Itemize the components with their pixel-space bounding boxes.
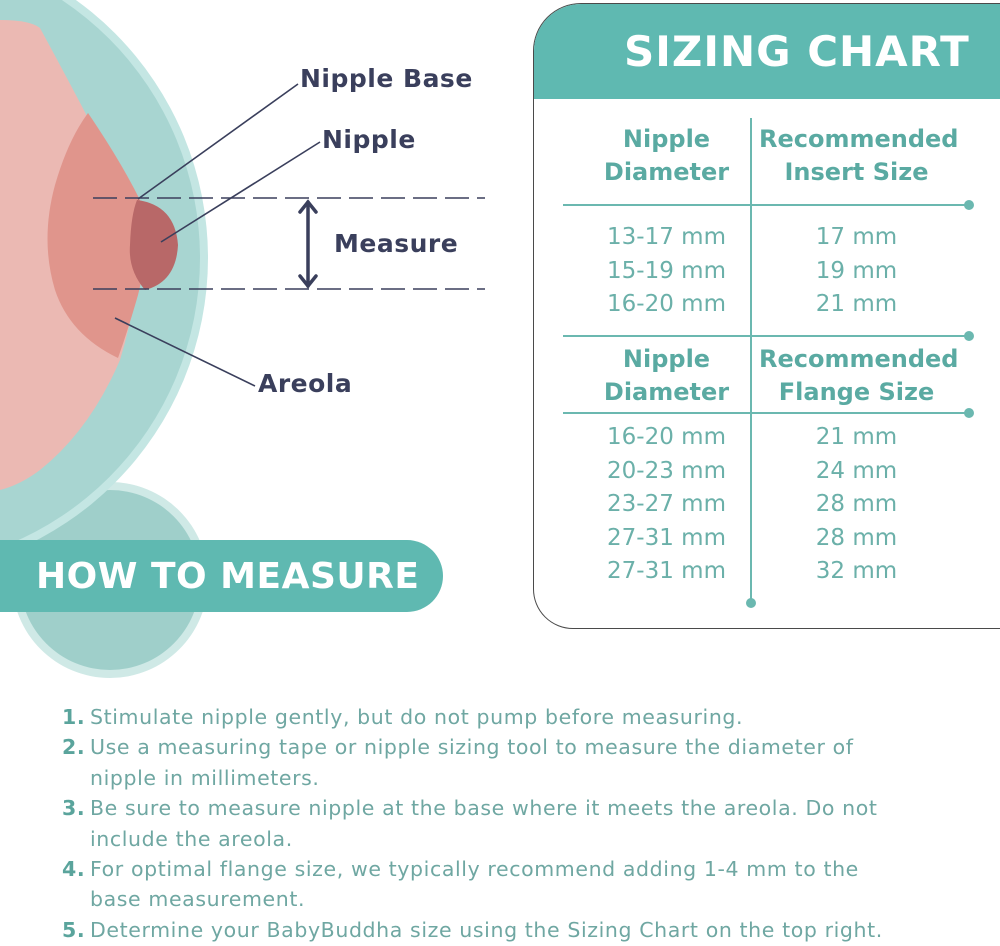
- instruction-step: 5. Determine your BabyBuddha size using t…: [62, 915, 962, 945]
- insert-header-recommended-insert: Recommended Insert Size: [759, 123, 959, 189]
- step-text: base measurement.: [90, 887, 306, 912]
- nipple-leader-line: [160, 141, 321, 243]
- header-line: Diameter: [603, 158, 730, 186]
- header-line: Flange Size: [778, 378, 935, 406]
- table-cell: 15-19 mm: [607, 257, 726, 284]
- instruction-step: 3. Be sure to measure nipple at the base …: [62, 793, 962, 854]
- column-divider: [746, 118, 756, 608]
- row-divider: [563, 331, 974, 341]
- areola-shape: [47, 113, 145, 358]
- table-cell: 28 mm: [815, 491, 898, 517]
- insert-header-nipple-diameter: Nipple Diameter: [554, 123, 779, 189]
- header-line: Recommended: [759, 125, 959, 153]
- step-text: Be sure to measure nipple at the base wh…: [90, 796, 878, 821]
- how-to-measure-banner: HOW TO MEASURE: [0, 540, 443, 612]
- step-number: 1.: [62, 705, 86, 729]
- label-nipple: Nipple: [322, 125, 416, 154]
- nipple-shape: [129, 200, 178, 290]
- step-text: include the areola.: [90, 826, 293, 851]
- step-text: For optimal flange size, we typically re…: [90, 857, 859, 882]
- step-number: 4.: [62, 857, 86, 882]
- nipple-diagram: [0, 0, 485, 678]
- label-areola: Areola: [258, 369, 353, 398]
- areola-leader-line: [114, 317, 256, 387]
- table-cell: 17 mm: [815, 224, 898, 250]
- step-text: Use a measuring tape or nipple sizing to…: [90, 735, 854, 760]
- step-text: Determine your BabyBuddha size using the…: [90, 917, 883, 942]
- table-cell: 32 mm: [815, 558, 898, 584]
- sizing-chart-header: SIZING CHART: [534, 4, 1000, 99]
- header-line: Nipple: [622, 125, 711, 153]
- flange-size-column: 21 mm 24 mm 28 mm 28 mm 32 mm: [759, 421, 954, 589]
- label-measure: Measure: [334, 229, 459, 258]
- flange-header-nipple-diameter: Nipple Diameter: [554, 343, 779, 409]
- step-text: nipple in millimeters.: [90, 765, 320, 790]
- step-number: 3.: [62, 796, 86, 821]
- insert-diameter-column: 13-17 mm 15-19 mm 16-20 mm: [554, 221, 779, 322]
- row-divider: [563, 200, 974, 210]
- table-cell: 21 mm: [815, 291, 898, 317]
- table-cell: 23-27 mm: [607, 491, 726, 517]
- step-number: 5.: [62, 917, 86, 942]
- label-nipple-base: Nipple Base: [300, 64, 473, 93]
- banner-title: HOW TO MEASURE: [36, 555, 420, 597]
- header-line: Recommended: [759, 345, 959, 373]
- flange-header-recommended-flange: Recommended Flange Size: [759, 343, 959, 409]
- step-number: 2.: [62, 735, 86, 760]
- instruction-step: 2. Use a measuring tape or nipple sizing …: [62, 732, 962, 793]
- sizing-chart: SIZING CHART Nipple Diameter Recommended…: [533, 3, 1000, 629]
- insert-size-column: 17 mm 19 mm 21 mm: [759, 221, 954, 322]
- header-line: Diameter: [603, 378, 730, 406]
- instruction-step: 1. Stimulate nipple gently, but do not pu…: [62, 702, 962, 732]
- table-cell: 28 mm: [815, 524, 898, 551]
- measure-arrow-icon: [298, 199, 318, 289]
- table-cell: 13-17 mm: [607, 224, 726, 250]
- flange-diameter-column: 16-20 mm 20-23 mm 23-27 mm 27-31 mm 27-3…: [554, 421, 779, 589]
- instruction-step: 4. For optimal flange size, we typically …: [62, 854, 962, 915]
- table-cell: 21 mm: [815, 424, 898, 450]
- table-cell: 27-31 mm: [607, 524, 726, 551]
- nipple-base-leader-line: [137, 83, 299, 200]
- table-cell: 24 mm: [815, 457, 898, 484]
- row-divider: [563, 408, 974, 418]
- sizing-chart-title: SIZING CHART: [624, 27, 970, 76]
- table-cell: 16-20 mm: [607, 291, 726, 317]
- header-line: Insert Size: [784, 158, 929, 186]
- table-cell: 20-23 mm: [607, 457, 726, 484]
- table-cell: 27-31 mm: [607, 558, 726, 584]
- step-text: Stimulate nipple gently, but do not pump…: [90, 705, 744, 729]
- instructions-list: 1. Stimulate nipple gently, but do not pu…: [62, 702, 962, 945]
- table-cell: 16-20 mm: [607, 424, 726, 450]
- table-cell: 19 mm: [815, 257, 898, 284]
- header-line: Nipple: [622, 345, 711, 373]
